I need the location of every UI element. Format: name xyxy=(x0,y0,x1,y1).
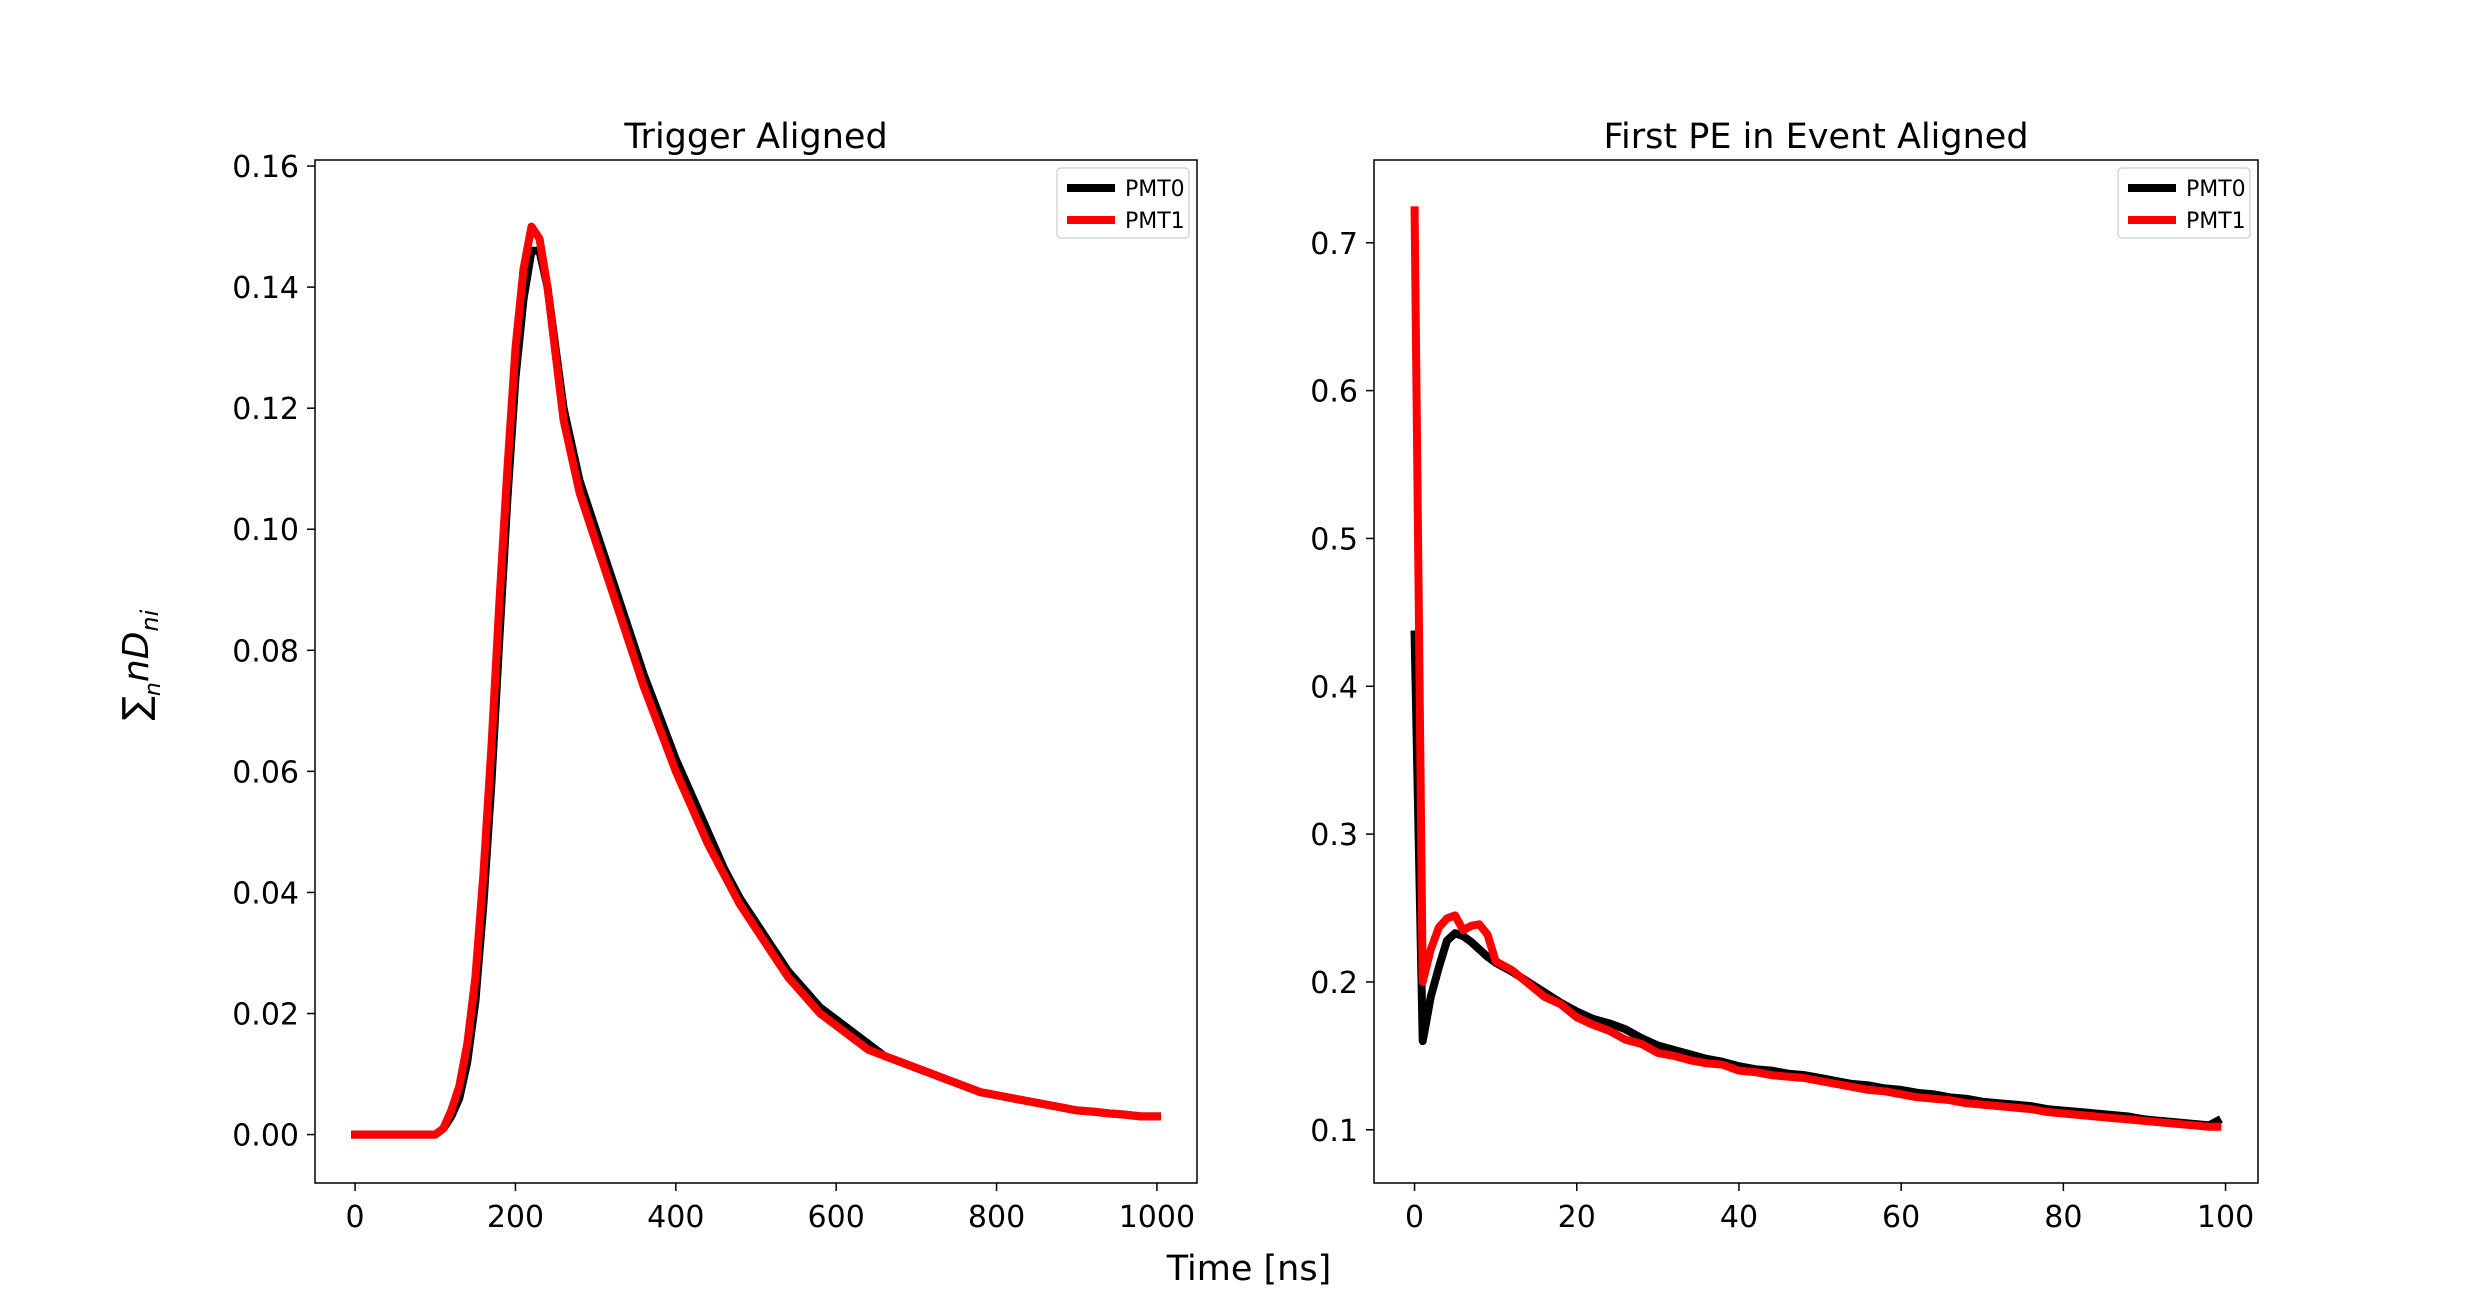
y-axis-label-main-sub: ni xyxy=(136,609,164,631)
y-axis-label-sum: ∑ xyxy=(116,696,157,720)
y-tick-label: 0.5 xyxy=(1310,522,1358,557)
y-tick-label: 0.2 xyxy=(1310,966,1358,1001)
x-tick-label: 0 xyxy=(1405,1200,1424,1235)
svg-text:∑nnDni: ∑nnDni xyxy=(116,609,166,720)
panels: 0 200 400 600 800 10000.000.020.040.060.080.1… xyxy=(232,117,2259,1235)
plot-frame xyxy=(314,159,1198,1184)
y-tick-label: 0.6 xyxy=(1310,375,1358,410)
y-tick-label: 0.00 xyxy=(232,1119,299,1154)
legend: PMT0 PMT1 xyxy=(2117,167,2251,239)
chart-panel-1: 0 200 400 600 800 1000 0.00 0.02 0.04 0.06 0.08 0.1… xyxy=(232,117,1198,1235)
series-line-pmt1 xyxy=(1410,206,2222,1131)
y-tick-label: 0.3 xyxy=(1310,818,1358,853)
y-tick-label: 0.12 xyxy=(232,392,299,427)
chart-panel-2: 0 20 40 60 80 100 0.1 0.2 0.3 0.4 0.5 0.6 0.7 First P… xyxy=(1310,117,2259,1235)
y-axis-label-main: nD xyxy=(116,632,157,683)
y-tick-label: 0.08 xyxy=(232,634,299,669)
y-tick-label: 0.4 xyxy=(1310,670,1358,705)
y-tick-label: 0.14 xyxy=(232,271,299,306)
y-tick-label: 0.02 xyxy=(232,998,299,1033)
x-tick-label: 400 xyxy=(647,1200,704,1235)
series-line-pmt1 xyxy=(351,222,1161,1139)
x-tick-label: 80 xyxy=(2044,1200,2082,1235)
x-tick-label: 0 xyxy=(346,1200,365,1235)
x-tick-label: 20 xyxy=(1558,1200,1596,1235)
chart-title: Trigger Aligned xyxy=(623,117,887,157)
y-tick-label: 0.16 xyxy=(232,150,299,185)
y-tick-label: 0.04 xyxy=(232,876,299,911)
chart-title: First PE in Event Aligned xyxy=(1603,117,2028,157)
x-tick-label: 600 xyxy=(808,1200,865,1235)
y-axis-label-sum-sub: n xyxy=(141,682,166,696)
legend: PMT0 PMT1 xyxy=(1056,167,1190,239)
x-axis-label: Time [ns] xyxy=(1166,1249,1332,1289)
legend-label-pmt0: PMT0 xyxy=(1125,177,1185,202)
y-axis-label: ∑nnDni xyxy=(116,609,166,720)
y-tick-label: 0.1 xyxy=(1310,1114,1358,1149)
x-tick-label: 200 xyxy=(487,1200,544,1235)
y-tick-label: 0.06 xyxy=(232,755,299,790)
x-tick-label: 800 xyxy=(968,1200,1025,1235)
y-tick-label: 0.7 xyxy=(1310,227,1358,262)
x-tick-label: 60 xyxy=(1882,1200,1920,1235)
y-tick-label: 0.10 xyxy=(232,513,299,548)
legend-label-pmt1: PMT1 xyxy=(2186,209,2246,234)
legend-label-pmt0: PMT0 xyxy=(2186,177,2246,202)
x-tick-label: 100 xyxy=(2197,1200,2254,1235)
x-tick-label: 1000 xyxy=(1119,1200,1195,1235)
legend-label-pmt1: PMT1 xyxy=(1125,209,1185,234)
plot-frame xyxy=(1373,159,2259,1184)
x-tick-label: 40 xyxy=(1720,1200,1758,1235)
